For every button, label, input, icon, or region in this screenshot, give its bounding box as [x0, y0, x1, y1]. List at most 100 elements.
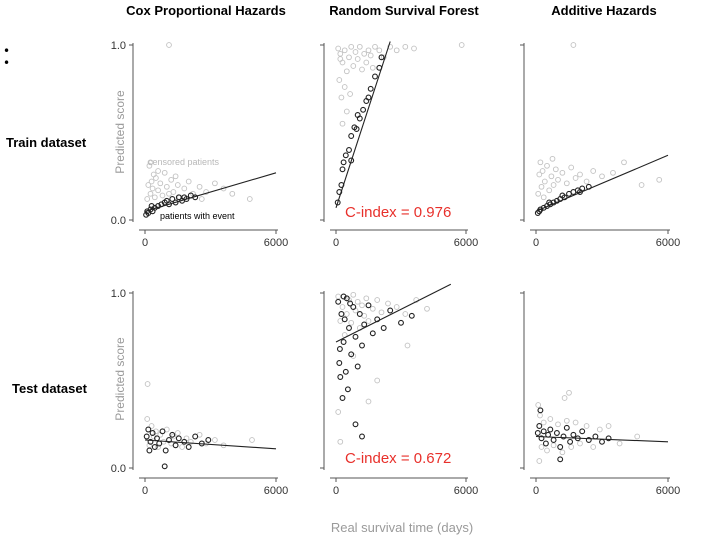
censored-point	[343, 311, 350, 317]
event-point	[378, 54, 385, 61]
censored-point	[393, 304, 400, 310]
event-point	[340, 159, 347, 166]
event-point	[579, 428, 586, 435]
censored-point	[153, 175, 159, 181]
event-point	[559, 192, 566, 199]
x-tick-label: 6000	[656, 485, 680, 497]
event-point	[348, 133, 355, 139]
censored-point	[359, 66, 365, 73]
row-label-test: Test dataset	[12, 381, 88, 396]
event-point	[166, 201, 172, 208]
censored-point	[367, 52, 374, 59]
x-tick-label: 6000	[656, 237, 680, 249]
event-point	[361, 321, 368, 328]
censored-point	[540, 419, 547, 426]
c-index-annotation: C-index = 0.672	[345, 450, 451, 467]
y-tick-label: 0.0	[111, 215, 126, 227]
event-point	[352, 333, 359, 340]
event-point	[557, 444, 564, 450]
censored-point	[203, 189, 209, 195]
censored-point	[148, 178, 155, 185]
censored-point	[544, 447, 550, 454]
event-point	[155, 203, 162, 209]
censored-point	[365, 398, 372, 405]
panel-6: 0 6000	[520, 291, 680, 497]
censored-point	[561, 395, 568, 401]
censored-point	[339, 59, 346, 66]
censored-point	[359, 302, 365, 309]
censored-point	[568, 444, 575, 450]
x-tick-label: 0	[142, 237, 148, 249]
y-tick-label: 1.0	[111, 288, 126, 300]
censored-point	[153, 428, 159, 435]
censored-point	[146, 162, 153, 169]
event-point	[143, 433, 150, 440]
event-point	[359, 433, 365, 440]
patients-with-event-annotation: patients with event	[160, 211, 235, 221]
censored-point	[568, 164, 575, 171]
event-point	[365, 302, 372, 309]
event-point	[342, 368, 349, 375]
censored-point	[424, 305, 430, 312]
censored-point	[338, 94, 345, 101]
censored-point	[187, 438, 194, 445]
panel-1: 0 6000 0.0 1.0 censored patients patients wit…	[111, 40, 289, 249]
event-point	[344, 386, 351, 393]
censored-point	[596, 426, 603, 433]
censored-point	[343, 108, 350, 115]
event-point	[336, 346, 343, 352]
censored-point	[174, 430, 181, 436]
censored-point	[352, 49, 359, 55]
censored-point	[150, 171, 157, 178]
censored-point	[616, 440, 623, 447]
censored-point	[546, 187, 553, 194]
censored-point	[402, 43, 409, 50]
event-point	[542, 440, 549, 447]
x-tick-label: 0	[533, 485, 539, 497]
event-point	[567, 438, 574, 445]
column-title-cox: Cox Proportional Hazards	[126, 3, 286, 18]
censored-point	[550, 182, 557, 188]
censored-point	[185, 178, 192, 185]
censored-point	[350, 63, 357, 69]
c-index-annotation: C-index = 0.976	[345, 204, 451, 221]
event-point	[356, 311, 363, 317]
censored-point	[159, 192, 166, 199]
x-tick-label: 0	[333, 485, 339, 497]
censored-point	[149, 185, 156, 192]
event-point	[534, 430, 541, 436]
censored-point	[249, 437, 255, 443]
censored-point	[155, 168, 161, 174]
event-point	[550, 437, 557, 443]
censored-point	[570, 42, 577, 48]
censored-point	[566, 389, 572, 396]
event-point	[372, 73, 378, 80]
event-point	[352, 421, 359, 428]
event-point	[175, 435, 182, 442]
fit-line	[335, 283, 452, 343]
censored-point	[540, 194, 547, 201]
censored-point	[385, 300, 391, 307]
censored-point	[572, 419, 579, 426]
censored-point	[148, 423, 155, 429]
censored-point	[378, 309, 385, 316]
event-point	[592, 433, 599, 440]
censored-point	[155, 187, 161, 194]
censored-point	[559, 449, 566, 456]
censored-point	[634, 433, 641, 440]
event-point	[181, 438, 188, 445]
x-tick-label: 0	[333, 237, 339, 249]
x-tick-label: 6000	[264, 237, 288, 249]
censored-point	[335, 293, 342, 300]
column-title-rsf: Random Survival Forest	[329, 3, 479, 18]
event-point	[151, 444, 158, 450]
event-point	[341, 316, 348, 323]
event-point	[159, 428, 166, 435]
censored-point	[536, 171, 543, 178]
censored-point	[336, 77, 343, 83]
event-point	[166, 437, 172, 443]
censored-point	[157, 180, 164, 187]
censored-point	[179, 444, 185, 450]
x-tick-label: 0	[142, 485, 148, 497]
censored-point	[212, 180, 218, 187]
